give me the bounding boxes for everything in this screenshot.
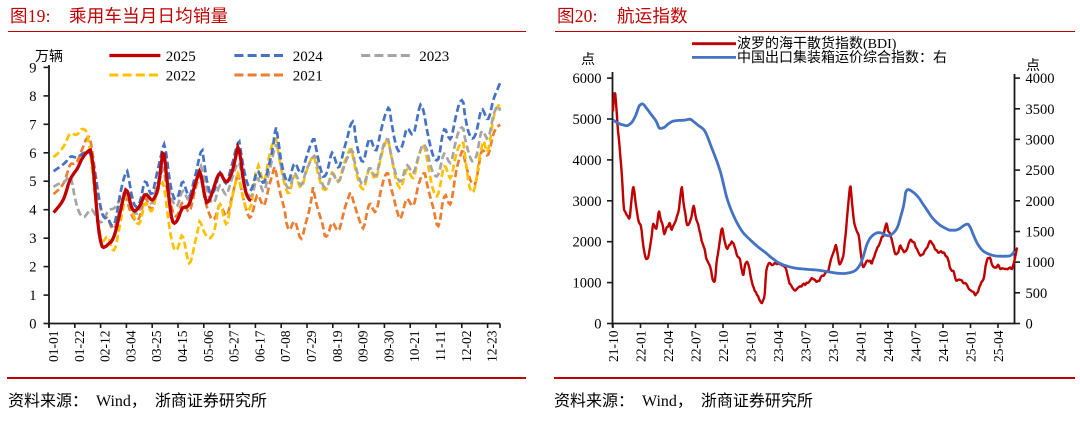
svg-text:22-07: 22-07 [688, 330, 703, 362]
svg-text:2021: 2021 [293, 68, 323, 84]
svg-text:12-23: 12-23 [485, 330, 500, 362]
svg-text:24-10: 24-10 [936, 330, 951, 362]
svg-text:12-02: 12-02 [459, 331, 474, 363]
svg-text:中国出口集装箱运价综合指数：右: 中国出口集装箱运价综合指数：右 [737, 49, 947, 66]
svg-text:万辆: 万辆 [35, 49, 63, 65]
svg-text:9: 9 [29, 60, 36, 76]
svg-text:22-01: 22-01 [633, 331, 648, 363]
svg-text:0: 0 [594, 317, 601, 333]
svg-text:1500: 1500 [1026, 225, 1055, 241]
svg-text:23-01: 23-01 [743, 331, 758, 363]
svg-text:23-10: 23-10 [826, 330, 841, 362]
svg-text:2500: 2500 [1026, 163, 1055, 179]
svg-text:2025: 2025 [166, 49, 196, 65]
svg-text:10-21: 10-21 [407, 331, 422, 363]
svg-text:0: 0 [29, 317, 36, 333]
svg-text:25-01: 25-01 [963, 331, 978, 363]
svg-text:25-04: 25-04 [991, 330, 1006, 362]
svg-text:点: 点 [581, 52, 595, 68]
svg-text:01-01: 01-01 [46, 331, 61, 363]
svg-text:23-07: 23-07 [798, 330, 813, 362]
svg-text:6000: 6000 [573, 71, 602, 87]
svg-text:2024: 2024 [293, 49, 324, 65]
svg-text:08-19: 08-19 [330, 330, 345, 362]
svg-text:24-01: 24-01 [853, 331, 868, 363]
svg-text:09-30: 09-30 [381, 330, 396, 362]
svg-text:07-29: 07-29 [304, 330, 319, 362]
svg-text:2023: 2023 [419, 49, 449, 65]
svg-text:1: 1 [29, 288, 36, 304]
svg-text:500: 500 [1026, 286, 1048, 302]
svg-text:4000: 4000 [573, 153, 602, 169]
svg-text:04-15: 04-15 [175, 330, 190, 362]
svg-text:2000: 2000 [1026, 194, 1055, 210]
svg-text:2: 2 [29, 260, 36, 276]
svg-text:6: 6 [29, 146, 36, 162]
svg-text:11-11: 11-11 [433, 331, 448, 362]
svg-text:1000: 1000 [1026, 255, 1055, 271]
svg-text:22-10: 22-10 [716, 330, 731, 362]
svg-text:3500: 3500 [1026, 102, 1055, 118]
svg-text:05-27: 05-27 [227, 330, 242, 362]
svg-text:5000: 5000 [573, 112, 602, 128]
svg-text:02-12: 02-12 [98, 331, 113, 363]
svg-text:3000: 3000 [1026, 132, 1055, 148]
svg-text:23-04: 23-04 [771, 330, 786, 362]
svg-text:2022: 2022 [166, 68, 196, 84]
svg-text:01-22: 01-22 [72, 331, 87, 363]
svg-text:1000: 1000 [573, 276, 602, 292]
svg-text:8: 8 [29, 89, 36, 105]
svg-text:22-04: 22-04 [661, 330, 676, 362]
svg-text:2000: 2000 [573, 235, 602, 251]
svg-text:24-04: 24-04 [881, 330, 896, 362]
svg-text:07-08: 07-08 [278, 330, 293, 362]
svg-text:06-17: 06-17 [252, 330, 267, 362]
svg-text:0: 0 [1026, 317, 1033, 333]
svg-text:5: 5 [29, 174, 36, 190]
svg-text:7: 7 [29, 117, 36, 133]
svg-text:3000: 3000 [573, 194, 602, 210]
svg-text:3: 3 [29, 231, 36, 247]
svg-text:03-25: 03-25 [149, 330, 164, 362]
svg-text:21-10: 21-10 [606, 330, 621, 362]
svg-text:24-07: 24-07 [908, 330, 923, 362]
svg-text:4000: 4000 [1026, 71, 1055, 87]
svg-text:09-09: 09-09 [356, 330, 371, 362]
svg-text:4: 4 [29, 203, 37, 219]
svg-text:点: 点 [1026, 58, 1040, 74]
svg-text:03-04: 03-04 [123, 330, 138, 362]
svg-text:波罗的海干散货指数(BDI): 波罗的海干散货指数(BDI) [737, 35, 897, 52]
svg-text:05-06: 05-06 [201, 330, 216, 362]
